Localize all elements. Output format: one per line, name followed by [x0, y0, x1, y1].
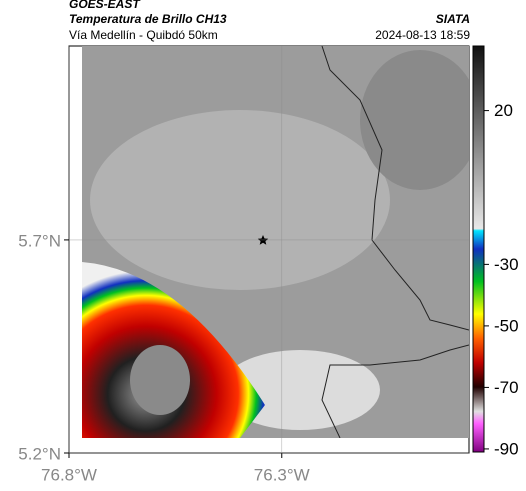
- source: GOES-EAST: [69, 0, 141, 11]
- subtitle: Vía Medellín - Quibdó 50km: [69, 28, 218, 42]
- y-tick-label: 5.7°N: [18, 231, 61, 250]
- timestamp: 2024-08-13 18:59: [375, 28, 470, 42]
- colorbar-tick-label: 20: [494, 101, 513, 120]
- x-tick-label: 76.3°W: [254, 465, 310, 484]
- colorbar-tick-label: -50: [494, 316, 519, 335]
- colorbar-tick-label: -70: [494, 378, 519, 397]
- header: GOES-EAST Temperatura de Brillo CH13 SIA…: [69, 0, 470, 42]
- brand: SIATA: [436, 12, 470, 26]
- colorbar-tick-label: -90: [494, 439, 519, 458]
- satellite-image: [82, 46, 469, 438]
- colorbar-tick-label: -30: [494, 255, 519, 274]
- title: Temperatura de Brillo CH13: [69, 12, 227, 26]
- colorbar: [472, 45, 485, 453]
- y-tick-label: 5.2°N: [18, 444, 61, 463]
- x-tick-label: 76.8°W: [41, 465, 97, 484]
